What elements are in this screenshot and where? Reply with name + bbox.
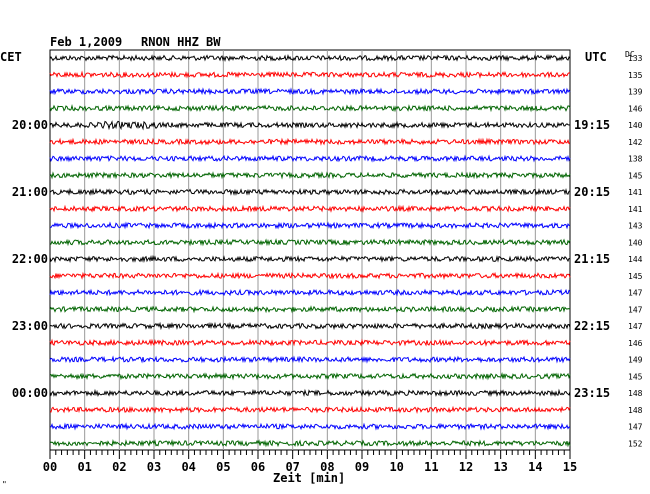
dc-offset-value: 146 [628, 339, 643, 348]
x-tick-label: 13 [493, 460, 507, 474]
x-tick-label: 01 [77, 460, 91, 474]
dc-offset-value: 147 [628, 305, 643, 314]
right-time-label: 21:15 [574, 252, 610, 266]
dc-offset-value: 148 [628, 406, 643, 415]
x-tick-label: 05 [216, 460, 230, 474]
right-time-label: 19:15 [574, 118, 610, 132]
dc-offset-value: 146 [628, 104, 643, 113]
chart-date: Feb 1,2009 [50, 35, 122, 49]
dc-offset-value: 143 [628, 222, 643, 231]
trace-line [49, 271, 571, 280]
left-time-label: 21:00 [12, 185, 48, 199]
x-tick-label: 07 [285, 460, 299, 474]
traces [49, 53, 571, 448]
plot-frame [49, 49, 571, 451]
dc-offset-value: 145 [628, 171, 643, 180]
right-timezone-label: UTC [585, 50, 607, 64]
x-tick-label: 14 [528, 460, 542, 474]
trace-line [49, 187, 571, 197]
x-tick-label: 06 [251, 460, 265, 474]
trace-line [49, 87, 571, 96]
x-tick-label: 08 [320, 460, 334, 474]
trace-line [49, 120, 571, 131]
chart-station: RNON HHZ BW [141, 35, 221, 49]
dc-offset-value: 145 [628, 272, 643, 281]
trace-line [49, 355, 571, 364]
row-labels: 20:00 21:00 22:00 23:00 00:00 19:15 20:15 21:15… [12, 54, 643, 448]
x-tick-label: 10 [389, 460, 403, 474]
corner-mark: " [2, 480, 7, 489]
x-axis-label: Zeit [min] [273, 471, 345, 485]
x-tick-label: 04 [181, 460, 195, 474]
grid [49, 49, 571, 451]
trace-line [49, 388, 571, 398]
x-tick-label: 02 [112, 460, 126, 474]
dc-offset-value: 152 [628, 439, 643, 448]
x-tick-label: 00 [43, 460, 57, 474]
dc-offset-value: 140 [628, 121, 643, 130]
left-time-label: 20:00 [12, 118, 48, 132]
x-axis: 00 01 02 03 04 05 06 07 08 09 10 11 12 13 14 15 [43, 450, 577, 474]
x-tick-label: 12 [459, 460, 473, 474]
trace-line [49, 254, 571, 264]
dc-offset-value: 133 [628, 54, 643, 63]
trace-line [50, 221, 571, 230]
x-tick-label: 03 [147, 460, 161, 474]
trace-line [49, 238, 571, 247]
dc-offset-value: 147 [628, 423, 643, 432]
dc-offset-value: 135 [628, 71, 643, 80]
trace-line [49, 405, 571, 415]
dc-offset-header: DC [625, 50, 635, 59]
x-tick-label: 11 [424, 460, 438, 474]
trace-line [49, 288, 571, 297]
left-time-label: 00:00 [12, 386, 48, 400]
trace-line [49, 438, 571, 448]
dc-offset-value: 142 [628, 138, 643, 147]
trace-line [49, 70, 571, 79]
dc-offset-value: 141 [628, 188, 643, 197]
x-tick-label: 15 [563, 460, 577, 474]
dc-offset-value: 141 [628, 205, 643, 214]
dc-offset-value: 145 [628, 372, 643, 381]
dc-offset-value: 140 [628, 238, 643, 247]
right-time-label: 22:15 [574, 319, 610, 333]
trace-line [49, 422, 571, 431]
dc-offset-value: 147 [628, 322, 643, 331]
trace-line [49, 137, 571, 146]
dc-offset-value: 144 [628, 255, 643, 264]
dc-offset-value: 149 [628, 356, 643, 365]
right-time-label: 23:15 [574, 386, 610, 400]
right-time-label: 20:15 [574, 185, 610, 199]
trace-line [49, 171, 571, 180]
x-tick-label: 09 [355, 460, 369, 474]
left-timezone-label: CET [0, 50, 22, 64]
trace-line [49, 154, 571, 163]
dc-offset-value: 138 [628, 155, 643, 164]
trace-line [49, 53, 571, 63]
dc-offset-value: 147 [628, 289, 643, 298]
trace-line [49, 371, 571, 381]
left-time-label: 22:00 [12, 252, 48, 266]
trace-line [49, 338, 571, 347]
trace-line [49, 204, 571, 213]
trace-line [49, 321, 571, 331]
trace-line [49, 103, 571, 113]
left-time-label: 23:00 [12, 319, 48, 333]
dc-offset-value: 148 [628, 389, 643, 398]
trace-line [49, 305, 571, 314]
dc-offset-value: 139 [628, 88, 643, 97]
